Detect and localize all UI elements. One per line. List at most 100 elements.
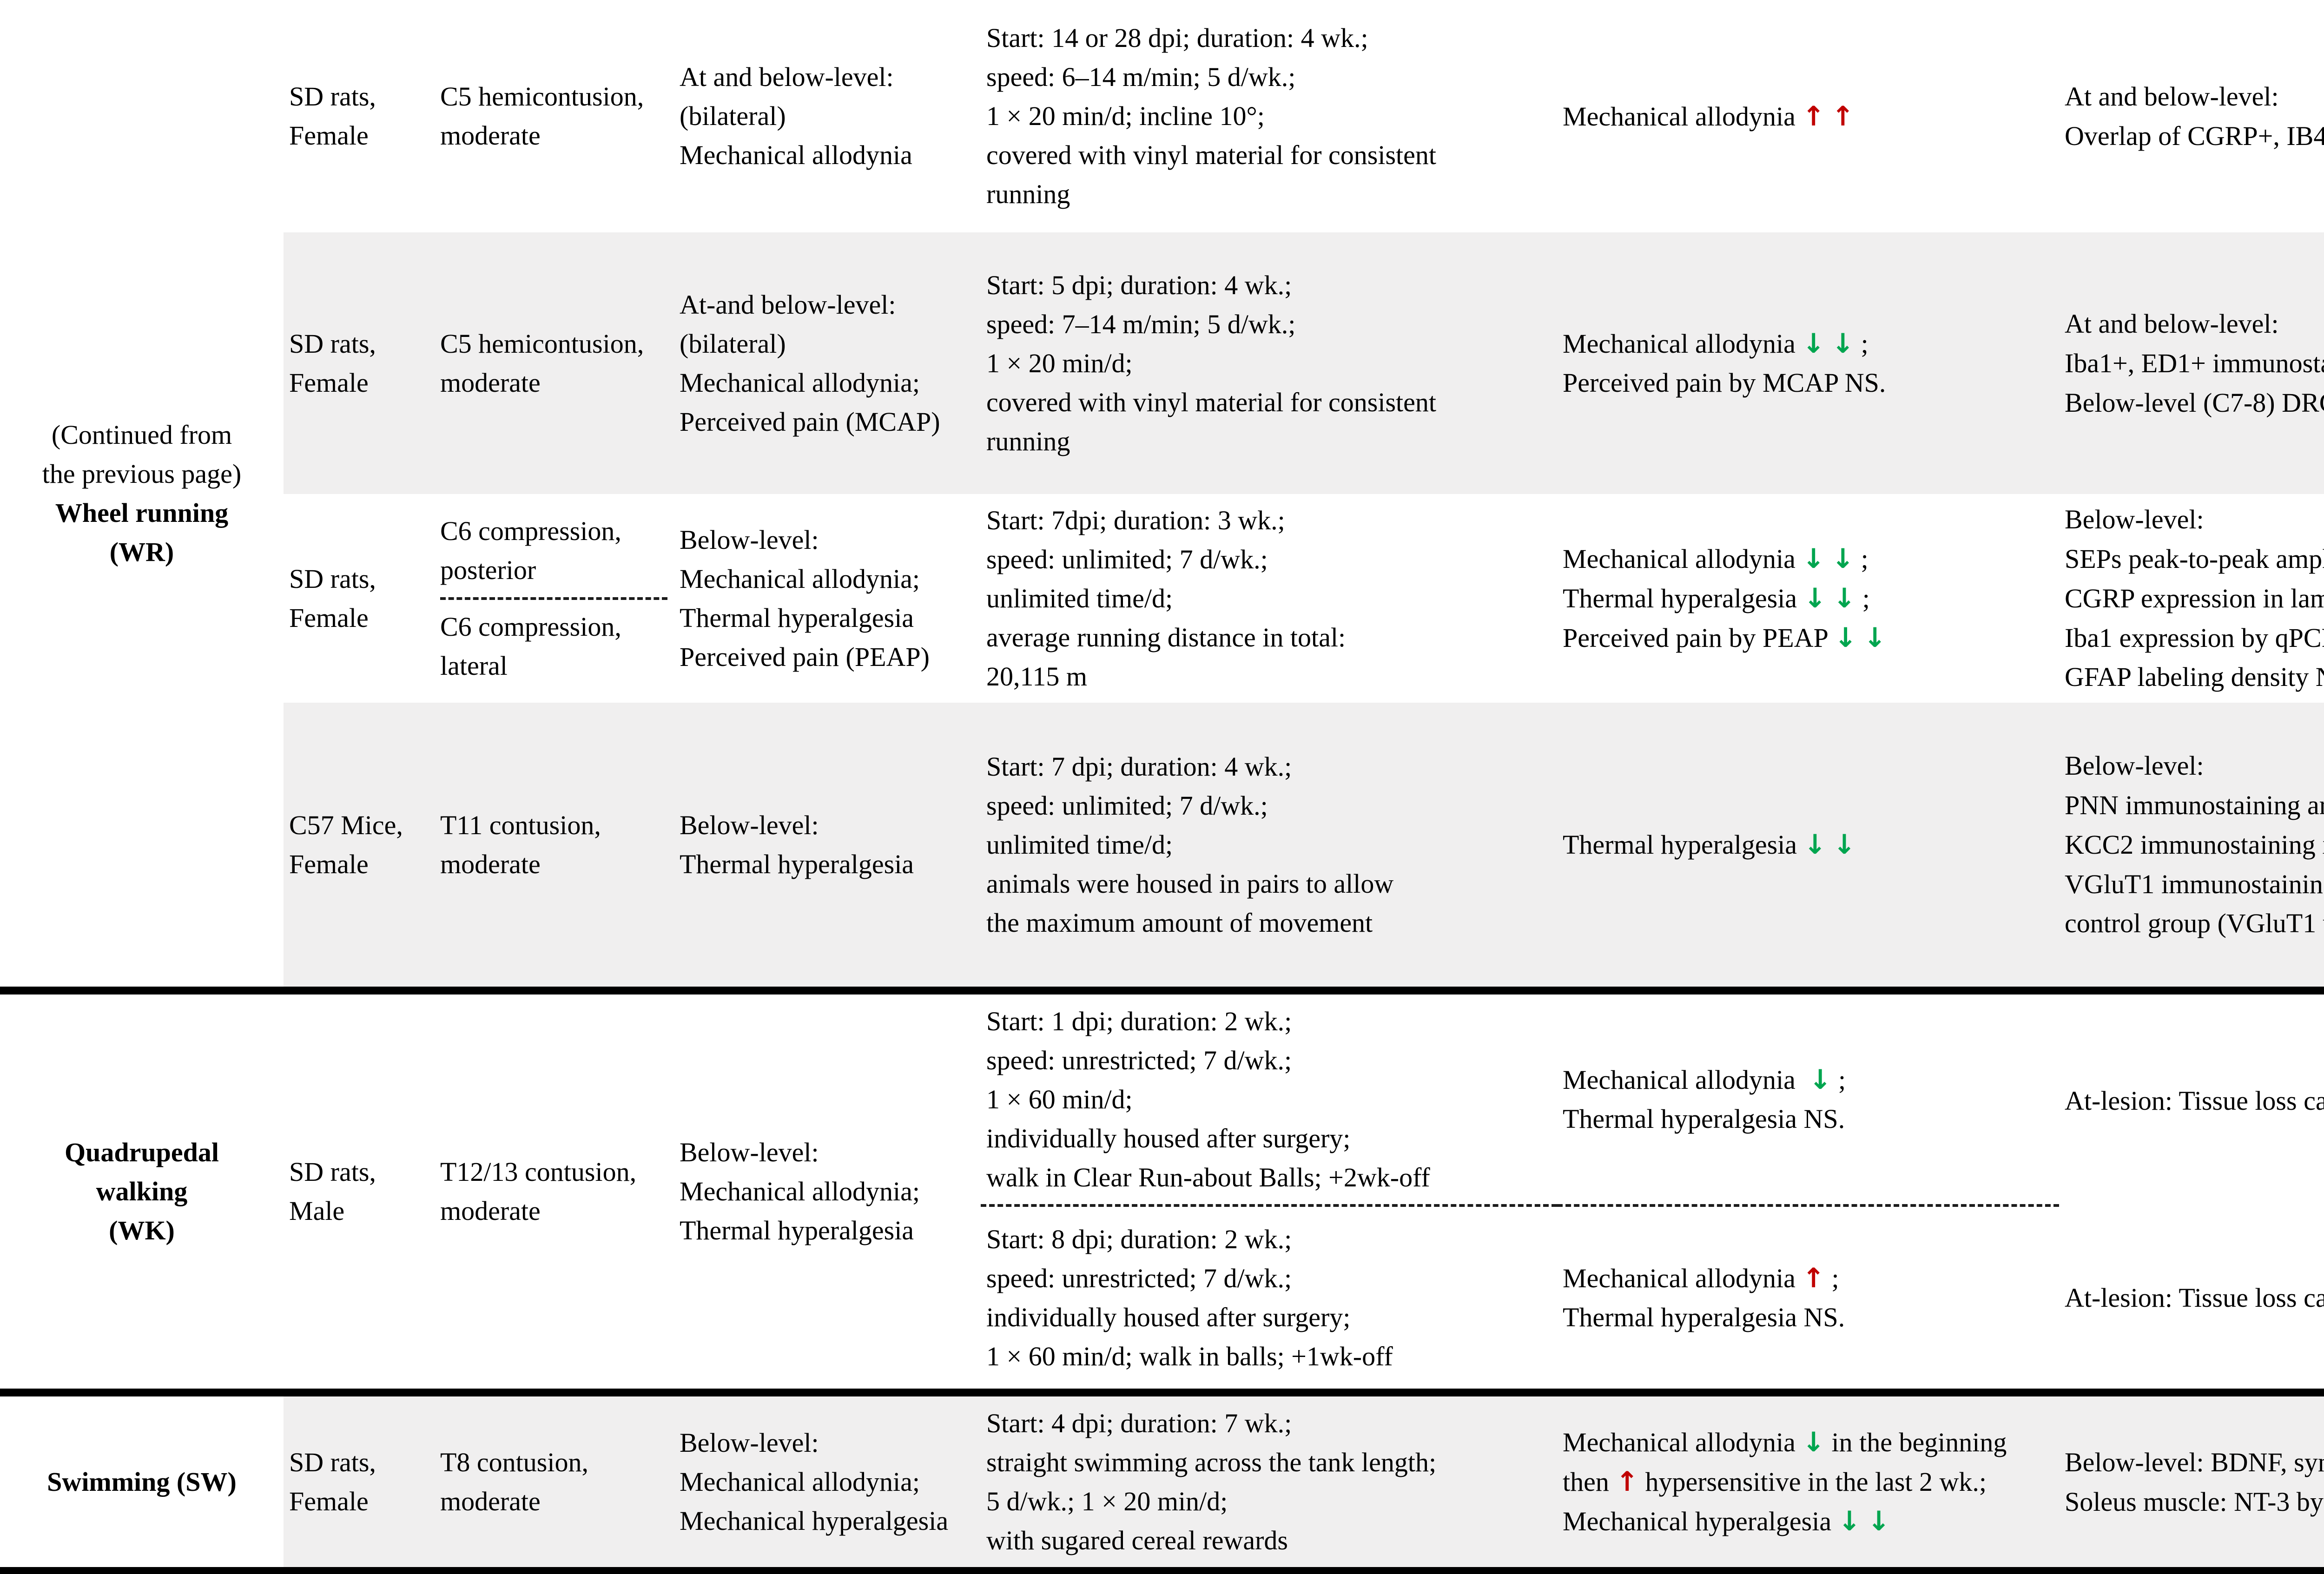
text-line: Female bbox=[289, 1482, 428, 1521]
text-segment: Mechanical allodynia; bbox=[680, 563, 920, 594]
text-line: (bilateral) bbox=[680, 97, 974, 136]
text-segment: speed: unlimited; 7 d/wk.; bbox=[986, 544, 1268, 574]
text-segment: At and below-level: bbox=[2065, 308, 2279, 339]
text-segment: individually housed after surgery; bbox=[986, 1302, 1351, 1332]
detloff-protocol-cell: Start: 14 or 28 dpi; duration: 4 wk.; spe… bbox=[981, 0, 1557, 232]
hutchinson-measures-cell: Below-level: Mechanical allodynia; Mechani… bbox=[674, 1396, 981, 1567]
section-label-wheel-running: (Continued from the previous page) Wheel r… bbox=[0, 0, 284, 987]
text-line: lateral bbox=[440, 646, 667, 685]
text-line: individually housed after surgery; bbox=[986, 1298, 1551, 1337]
text-line: 1 × 60 min/d; walk in balls; +1wk-off bbox=[986, 1337, 1551, 1376]
text-line: At and below-level: bbox=[680, 58, 974, 97]
text-line: At-and below-level: bbox=[680, 285, 974, 324]
text-line: walk in Clear Run-about Balls; +2wk-off bbox=[986, 1158, 1551, 1197]
text-segment: covered with vinyl material for consiste… bbox=[986, 140, 1436, 170]
text-line: Mechanical allodynia ↓ ↓ ; bbox=[1563, 539, 2053, 579]
text-segment: speed: unrestricted; 7 d/wk.; bbox=[986, 1263, 1292, 1293]
text-line: Start: 4 dpi; duration: 7 wk.; bbox=[986, 1404, 1551, 1443]
text-line: C6 compression, bbox=[440, 607, 667, 646]
text-segment bbox=[1861, 1506, 1868, 1536]
text-segment: speed: unlimited; 7 d/wk.; bbox=[986, 790, 1268, 821]
text-line: Below-level: bbox=[680, 806, 974, 845]
text-line: Overlap of CGRP+, IB4+ fibers in DH ↑ ↑ bbox=[2065, 116, 2324, 156]
sanchez-molecular-cell: Below-level: PNN immunostaining around MN… bbox=[2059, 703, 2324, 987]
text-line: the maximum amount of movement bbox=[986, 903, 1551, 942]
text-line: posterior bbox=[440, 551, 667, 590]
text-segment: moderate bbox=[440, 367, 541, 398]
text-line: unlimited time/d; bbox=[986, 579, 1551, 618]
text-line: T8 contusion, bbox=[440, 1443, 667, 1482]
up-arrow-icon: ↑ bbox=[1802, 1262, 1825, 1294]
text-line: Mechanical allodynia ↓ ↓ ; bbox=[1563, 324, 2053, 363]
text-segment: running bbox=[986, 179, 1070, 209]
text-line: straight swimming across the tank length… bbox=[986, 1443, 1551, 1482]
text-segment: Start: 4 dpi; duration: 7 wk.; bbox=[986, 1408, 1292, 1438]
text-segment: average running distance in total: bbox=[986, 622, 1346, 652]
text-segment: Thermal hyperalgesia bbox=[1563, 583, 1804, 613]
section-label-swimming: Swimming (SW) bbox=[0, 1396, 284, 1567]
detloff-measures-cell: At and below-level: (bilateral) Mechanical… bbox=[674, 0, 981, 232]
text-line: At-lesion: Tissue loss caudally ↓ ↓ bbox=[2065, 1081, 2324, 1120]
detloff-injury-cell: C5 hemicontusion, moderate bbox=[435, 0, 674, 232]
text-segment: (bilateral) bbox=[680, 328, 786, 359]
text-segment: Quadrupedal bbox=[65, 1137, 219, 1167]
text-line: (WR) bbox=[110, 533, 174, 572]
text-line: Perceived pain (PEAP) bbox=[680, 638, 974, 677]
text-line: SD rats, bbox=[289, 1153, 428, 1192]
down-arrow-icon: ↓ bbox=[1833, 829, 1856, 860]
text-segment: Swimming (SW) bbox=[47, 1466, 237, 1497]
text-line: covered with vinyl material for consiste… bbox=[986, 383, 1551, 422]
brown-injury-cell: T12/13 contusion, moderate bbox=[435, 994, 674, 1389]
down-arrow-icon: ↓ bbox=[1834, 622, 1857, 653]
text-line: Swimming (SW) bbox=[47, 1462, 237, 1502]
text-line: PNN immunostaining around MNs ↑ ↑ ; bbox=[2065, 785, 2324, 825]
down-arrow-icon: ↓ bbox=[1838, 1505, 1861, 1537]
hutchinson-injury-cell: T8 contusion, moderate bbox=[435, 1396, 674, 1567]
hutchinson-molecular-cell: Below-level: BDNF, synapsin I by RT-PCR … bbox=[2059, 1396, 2324, 1567]
text-segment: Below-level: bbox=[2065, 751, 2204, 781]
chhaya-injury-cell: C5 hemicontusion, moderate bbox=[435, 232, 674, 494]
cheng-protocol-cell: Start: 7dpi; duration: 3 wk.; speed: unli… bbox=[981, 494, 1557, 703]
text-line: T11 contusion, bbox=[440, 806, 667, 845]
text-line: Mechanical hyperalgesia bbox=[680, 1502, 974, 1541]
text-segment: CGRP expression in lamina I-II by qPCR, … bbox=[2065, 583, 2324, 613]
text-line: running bbox=[986, 175, 1551, 214]
text-segment: Female bbox=[289, 367, 369, 398]
text-segment: Below-level (C7-8) DRG: ED1+ cells bbox=[2065, 387, 2324, 418]
up-arrow-icon: ↑ bbox=[1616, 1466, 1638, 1497]
up-arrow-icon: ↑ bbox=[1802, 100, 1825, 132]
text-line: Thermal hyperalgesia NS. bbox=[1563, 1100, 2053, 1139]
text-segment bbox=[1825, 101, 1832, 132]
text-segment: hypersensitive in the last 2 wk.; bbox=[1638, 1467, 1987, 1497]
text-segment: Mechanical allodynia bbox=[1563, 101, 1802, 132]
text-line: moderate bbox=[440, 1482, 667, 1521]
hutchinson-protocol-cell: Start: 4 dpi; duration: 7 wk.; straight s… bbox=[981, 1396, 1557, 1567]
down-arrow-icon: ↓ bbox=[1833, 582, 1856, 614]
text-segment: walking bbox=[96, 1176, 188, 1206]
text-line: speed: 7–14 m/min; 5 d/wk.; bbox=[986, 305, 1551, 344]
text-line: Mechanical hyperalgesia ↓ ↓ bbox=[1563, 1502, 2053, 1541]
text-segment: Mechanical allodynia bbox=[1563, 1065, 1809, 1095]
text-line: Start: 14 or 28 dpi; duration: 4 wk.; bbox=[986, 19, 1551, 58]
down-arrow-icon: ↓ bbox=[1831, 328, 1855, 359]
text-segment bbox=[1825, 544, 1832, 574]
text-line: moderate bbox=[440, 363, 667, 402]
text-line: Below-level: BDNF, synapsin I by RT-PCR … bbox=[2065, 1442, 2324, 1482]
text-segment: Mechanical allodynia bbox=[680, 140, 912, 170]
text-line: Below-level: bbox=[680, 1423, 974, 1462]
text-line: Below-level: bbox=[680, 1133, 974, 1172]
text-line: moderate bbox=[440, 116, 667, 155]
text-segment: At-lesion: Tissue loss caudally bbox=[2065, 1086, 2324, 1116]
text-line: Start: 7 dpi; duration: 4 wk.; bbox=[986, 747, 1551, 786]
text-segment: ; bbox=[1855, 583, 1870, 613]
text-line: SD rats, bbox=[289, 77, 428, 116]
text-segment: Mechanical allodynia bbox=[1563, 329, 1802, 359]
text-line: (bilateral) bbox=[680, 324, 974, 363]
text-line: VGluT1 immunostaining ↑ ↑ , more than bbox=[2065, 864, 2324, 904]
text-line: speed: unlimited; 7 d/wk.; bbox=[986, 786, 1551, 825]
text-segment bbox=[1857, 623, 1864, 653]
text-segment bbox=[1826, 583, 1833, 613]
text-line: Mechanical allodynia bbox=[680, 136, 974, 175]
text-segment: Iba1 expression by qPCR and IHC bbox=[2065, 623, 2324, 653]
text-line: individually housed after surgery; bbox=[986, 1119, 1551, 1158]
